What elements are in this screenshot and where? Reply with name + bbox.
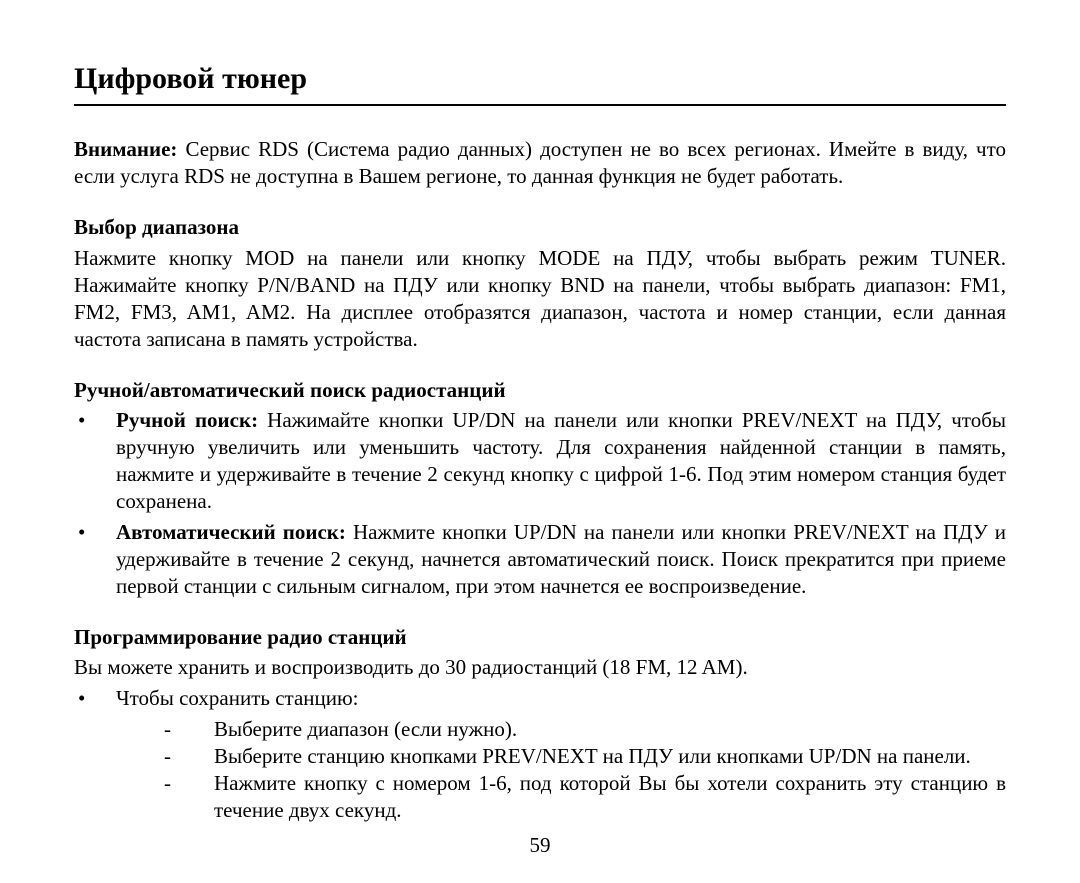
dash-icon: - [164,743,214,770]
step-text: Выберите диапазон (если нужно). [214,716,1006,743]
bullet-icon: • [74,407,116,434]
step-text: Выберите станцию кнопками PREV/NEXT на П… [214,743,1006,770]
list-item: - Выберите диапазон (если нужно). [164,716,1006,743]
step-text: Нажмите кнопку с номером 1-6, под которо… [214,770,1006,824]
intro-paragraph: Внимание: Сервис RDS (Система радио данн… [74,136,1006,190]
document-page: Цифровой тюнер Внимание: Сервис RDS (Сис… [0,0,1080,859]
section3-heading: Программирование радио станций [74,624,1006,651]
section3-intro: Вы можете хранить и воспроизводить до 30… [74,654,1006,681]
dash-icon: - [164,716,214,743]
list-item: • Автоматический поиск: Нажмите кнопки U… [74,519,1006,600]
list-item: - Нажмите кнопку с номером 1-6, под кото… [164,770,1006,824]
section3-steps-wrap: - Выберите диапазон (если нужно). - Выбе… [74,716,1006,824]
section1-heading: Выбор диапазона [74,214,1006,241]
dash-icon: - [164,770,214,797]
list-item-lead: Автоматический поиск: [116,520,346,544]
list-item: • Ручной поиск: Нажимайте кнопки UP/DN н… [74,407,1006,515]
page-number: 59 [74,832,1006,859]
section2-list: • Ручной поиск: Нажимайте кнопки UP/DN н… [74,407,1006,599]
intro-lead: Внимание: [74,137,177,161]
title-rule [74,104,1006,106]
section2-heading: Ручной/автоматический поиск радиостанций [74,377,1006,404]
section1-text: Нажмите кнопку MOD на панели или кнопку … [74,245,1006,353]
section3-bullet-list: • Чтобы сохранить станцию: [74,685,1006,712]
list-item-body: Автоматический поиск: Нажмите кнопки UP/… [116,519,1006,600]
bullet-icon: • [74,519,116,546]
list-item-body: Ручной поиск: Нажимайте кнопки UP/DN на … [116,407,1006,515]
page-title: Цифровой тюнер [74,60,1006,98]
bullet-icon: • [74,685,116,712]
section3-steps: - Выберите диапазон (если нужно). - Выбе… [164,716,1006,824]
intro-text: Сервис RDS (Система радио данных) доступ… [74,137,1006,188]
list-item-lead: Ручной поиск: [116,408,258,432]
list-item: • Чтобы сохранить станцию: [74,685,1006,712]
list-item: - Выберите станцию кнопками PREV/NEXT на… [164,743,1006,770]
list-item-body: Чтобы сохранить станцию: [116,685,1006,712]
